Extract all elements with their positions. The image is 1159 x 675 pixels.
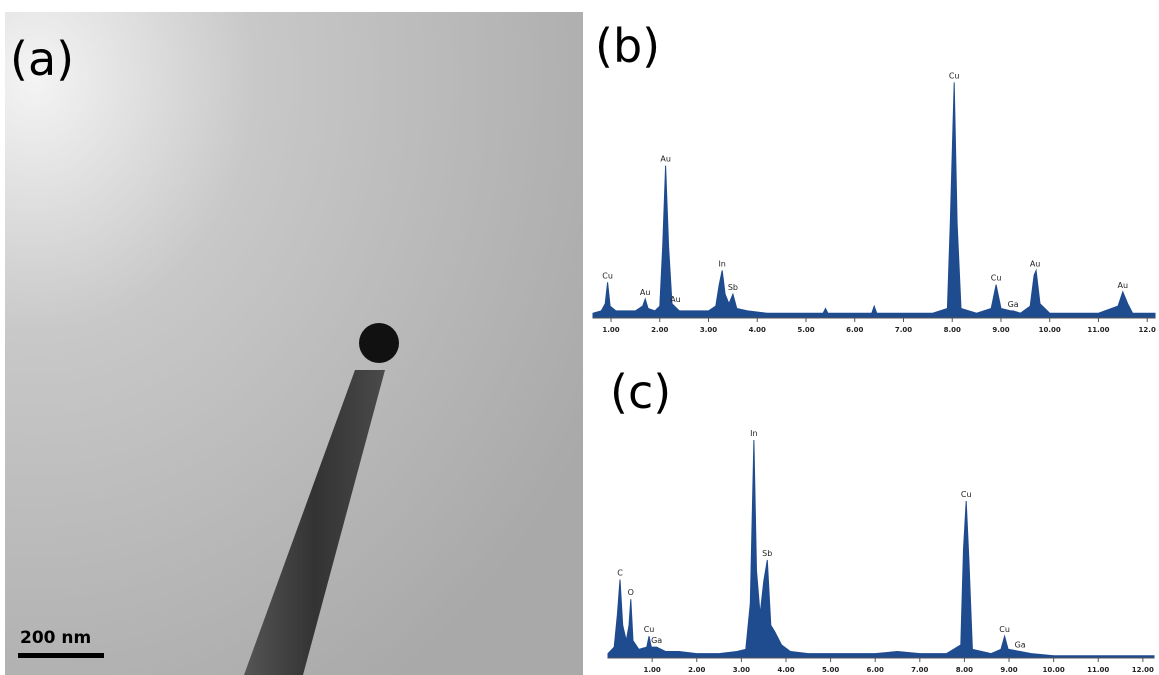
spectrum bbox=[592, 82, 1156, 319]
peak-label: In bbox=[718, 259, 725, 268]
x-tick-label: 4.00 bbox=[777, 666, 794, 674]
x-tick-label: 1.00 bbox=[644, 666, 661, 674]
peak-label: In bbox=[750, 429, 757, 438]
panel-label: (b) bbox=[595, 19, 660, 73]
x-tick-label: 1.00 bbox=[602, 326, 619, 334]
x-tick-label: 5.00 bbox=[797, 326, 814, 334]
x-tick-label: 2.00 bbox=[651, 326, 668, 334]
x-tick-label: 12.0 bbox=[1139, 326, 1156, 334]
x-tick-label: 10.00 bbox=[1043, 666, 1065, 674]
x-tick-label: 9.00 bbox=[992, 326, 1009, 334]
x-tick-label: 3.00 bbox=[733, 666, 750, 674]
x-tick-label: 8.00 bbox=[944, 326, 961, 334]
x-tick-label: 11.00 bbox=[1087, 326, 1109, 334]
peak-label: Cu bbox=[644, 625, 655, 634]
peak-label: Sb bbox=[762, 549, 772, 558]
x-tick-label: 2.00 bbox=[688, 666, 705, 674]
peak-label: Cu bbox=[602, 271, 613, 280]
peak-label: Ga bbox=[1015, 640, 1026, 649]
peak-label: O bbox=[628, 588, 634, 597]
tem-image: (a) 200 nm bbox=[5, 12, 583, 675]
x-tick-label: 8.00 bbox=[956, 666, 973, 674]
x-tick-label: 4.00 bbox=[749, 326, 766, 334]
peak-label: C bbox=[617, 569, 623, 578]
catalyst-particle bbox=[359, 323, 399, 363]
panel-label: (a) bbox=[10, 32, 74, 86]
x-tick-label: 3.00 bbox=[700, 326, 717, 334]
spectrum bbox=[607, 439, 1155, 659]
nanowire bbox=[244, 370, 385, 675]
x-tick-label: 5.00 bbox=[822, 666, 839, 674]
peak-label: Cu bbox=[949, 71, 960, 80]
peak-label: Ga bbox=[1008, 300, 1019, 309]
x-tick-label: 9.00 bbox=[1000, 666, 1017, 674]
peak-label: Au bbox=[1118, 281, 1129, 290]
x-tick-label: 6.00 bbox=[867, 666, 884, 674]
peak-label: Au bbox=[660, 155, 671, 164]
peak-label: Au bbox=[1030, 259, 1041, 268]
x-tick-label: 7.00 bbox=[911, 666, 928, 674]
peak-label: Cu bbox=[961, 490, 972, 499]
peak-label: Sb bbox=[728, 283, 738, 292]
peak-label: Ga bbox=[651, 636, 662, 645]
panel-label: (c) bbox=[610, 365, 671, 419]
scale-bar bbox=[18, 653, 104, 658]
x-tick-label: 6.00 bbox=[846, 326, 863, 334]
x-tick-label: 11.00 bbox=[1087, 666, 1109, 674]
peak-label: Au bbox=[670, 295, 681, 304]
x-tick-label: 10.00 bbox=[1039, 326, 1061, 334]
x-tick-label: 12.00 bbox=[1132, 666, 1154, 674]
scale-bar-label: 200 nm bbox=[20, 628, 91, 648]
peak-label: Cu bbox=[999, 625, 1010, 634]
peak-label: Cu bbox=[991, 274, 1002, 283]
x-tick-label: 7.00 bbox=[895, 326, 912, 334]
peak-label: Au bbox=[640, 288, 651, 297]
